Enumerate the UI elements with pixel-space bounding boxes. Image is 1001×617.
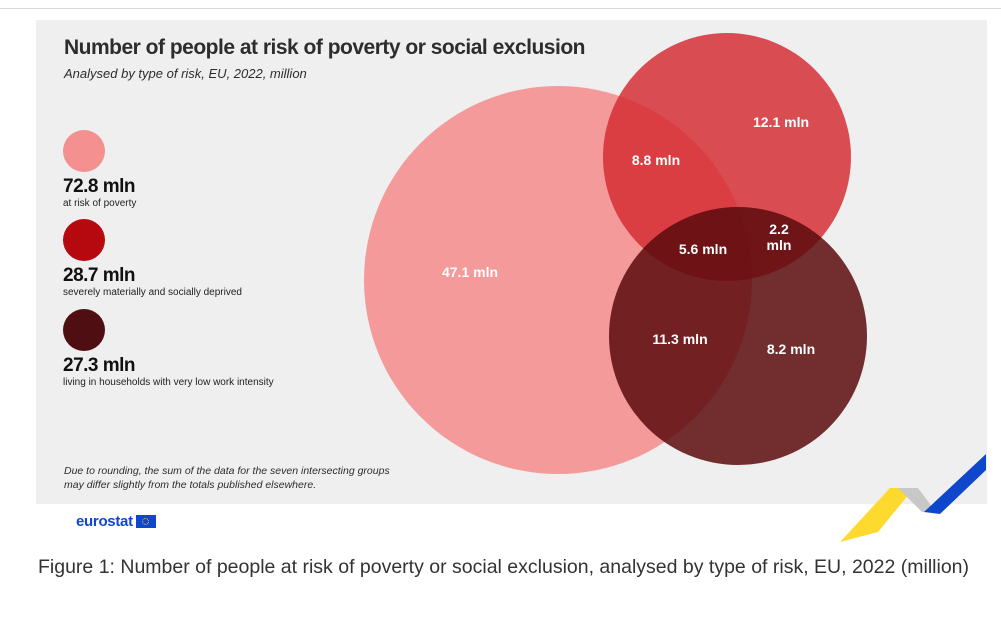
venn-label-poverty-only: 47.1 mln [442, 264, 498, 280]
legend-item-deprived: 28.7 mln severely materially and sociall… [63, 219, 242, 298]
legend-item-low-work: 27.3 mln living in households with very … [63, 309, 274, 388]
figure-caption: Figure 1: Number of people at risk of po… [38, 556, 970, 578]
legend-swatch-deprived [63, 219, 105, 261]
legend-value-poverty: 72.8 mln [63, 176, 136, 197]
footnote-line-2: may differ slightly from the totals publ… [64, 479, 317, 491]
venn-label-all-three: 5.6 mln [679, 241, 727, 257]
venn-label-deprived-low-work: 2.2 mln [767, 221, 792, 253]
chart-footnote: Due to rounding, the sum of the data for… [64, 464, 390, 492]
venn-circle-low-work [609, 207, 867, 465]
chart-subtitle: Analysed by type of risk, EU, 2022, mill… [64, 66, 307, 81]
eu-flag-icon [135, 515, 156, 528]
legend-label-low-work: living in households with very low work … [63, 377, 274, 388]
venn-label-low-work-only: 8.2 mln [767, 341, 815, 357]
venn-label-deprived-only: 12.1 mln [753, 114, 809, 130]
legend-swatch-poverty [63, 130, 105, 172]
legend-label-deprived: severely materially and socially deprive… [63, 287, 242, 298]
legend-swatch-low-work [63, 309, 105, 351]
venn-label-poverty-deprived: 8.8 mln [632, 152, 680, 168]
chart-title: Number of people at risk of poverty or s… [64, 36, 585, 59]
footnote-line-1: Due to rounding, the sum of the data for… [64, 465, 390, 477]
eurostat-logo-text: eurostat [76, 513, 133, 530]
legend-value-low-work: 27.3 mln [63, 355, 136, 376]
top-divider [0, 8, 1001, 9]
eurostat-swoosh-graphic [840, 454, 986, 542]
venn-label-poverty-low-work: 11.3 mln [652, 331, 707, 347]
eurostat-logo: eurostat [76, 513, 156, 530]
legend-label-poverty: at risk of poverty [63, 198, 137, 209]
legend-value-deprived: 28.7 mln [63, 265, 136, 286]
legend-item-poverty: 72.8 mln at risk of poverty [63, 130, 136, 209]
